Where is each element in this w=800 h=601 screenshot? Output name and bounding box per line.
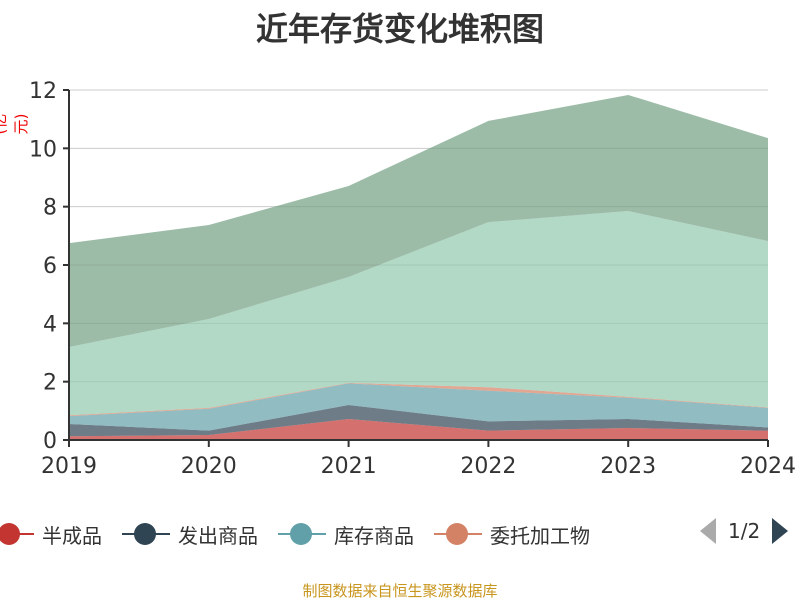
x-tick-label: 2023 [600, 454, 656, 479]
source-note: 制图数据来自恒生聚源数据库 [302, 582, 498, 600]
y-tick-label: 10 [29, 137, 57, 162]
area-series-0 [69, 419, 768, 440]
x-tick-label: 2024 [740, 454, 796, 479]
area-series-4 [69, 211, 768, 416]
legend-page: 1/2 [728, 519, 761, 543]
legend-label: 发出商品 [178, 523, 258, 548]
legend-item[interactable]: 半成品 [0, 520, 102, 549]
legend-item[interactable]: 发出商品 [122, 520, 258, 549]
legend-item[interactable]: 委托加工物 [434, 520, 590, 549]
legend-marker-icon [0, 522, 34, 546]
area-series-1 [69, 405, 768, 437]
legend: 半成品 发出商品 库存商品 委托加工物 [0, 518, 610, 550]
y-tick-label: 6 [43, 254, 57, 279]
x-tick-label: 2022 [460, 454, 516, 479]
legend-marker-icon [278, 522, 326, 546]
y-tick-label: 4 [43, 312, 57, 337]
legend-label: 委托加工物 [490, 523, 590, 548]
legend-pager: 1/2 [700, 518, 789, 544]
legend-prev-icon[interactable] [700, 518, 716, 544]
chart-title: 近年存货变化堆积图 [255, 10, 544, 48]
y-tick-label: 8 [43, 196, 57, 221]
x-tick-label: 2021 [321, 454, 377, 479]
legend-label: 库存商品 [334, 523, 414, 548]
y-tick-label: 0 [43, 429, 57, 454]
legend-label: 半成品 [42, 523, 102, 548]
y-tick-label: 2 [43, 371, 57, 396]
legend-marker-icon [434, 522, 482, 546]
x-tick-label: 2020 [181, 454, 237, 479]
legend-item[interactable]: 库存商品 [278, 520, 414, 549]
legend-next-icon[interactable] [772, 518, 789, 544]
area-series-5 [69, 94, 768, 347]
legend-marker-icon [122, 522, 170, 546]
x-tick-label: 2019 [41, 454, 97, 479]
area-series-2 [69, 383, 768, 431]
y-tick-label: 12 [29, 79, 57, 104]
